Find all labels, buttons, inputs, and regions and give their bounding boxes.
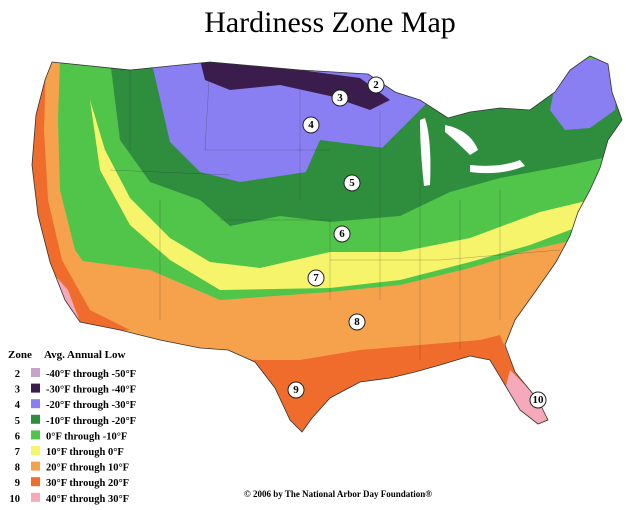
legend-swatch — [31, 446, 40, 455]
legend-range: 20°F through 10°F — [46, 463, 129, 474]
legend-swatch — [31, 383, 40, 393]
zone-marker-label: 9 — [293, 384, 299, 396]
legend: Zone Avg. Annual Low 2 -40°F through -50°… — [8, 349, 136, 505]
zone-marker-label: 10 — [533, 394, 545, 406]
legend-zone: 4 — [15, 400, 21, 411]
zone-marker — [367, 76, 385, 94]
zone-marker — [331, 89, 349, 107]
legend-zone: 8 — [15, 463, 20, 474]
zone-marker — [302, 116, 320, 134]
legend-header-range: Avg. Annual Low — [44, 349, 125, 361]
legend-range: 30°F through 20°F — [46, 478, 129, 489]
legend-range: -20°F through -30°F — [46, 400, 136, 411]
legend-swatch — [31, 430, 40, 440]
zone-marker — [529, 391, 547, 409]
zone-marker — [333, 225, 351, 243]
zone-area — [550, 60, 620, 130]
legend-swatch — [31, 399, 40, 409]
legend-zone: 7 — [15, 447, 20, 458]
legend-range: 0°F through -10°F — [46, 431, 127, 442]
zone-marker-label: 7 — [313, 272, 319, 284]
legend-range: 10°F through 0°F — [46, 447, 124, 458]
legend-zone: 9 — [15, 478, 20, 489]
great-lakes — [420, 118, 525, 186]
title: Hardiness Zone Map — [204, 6, 456, 39]
legend-swatch — [31, 461, 40, 471]
legend-zone: 3 — [15, 385, 20, 396]
legend-swatch — [31, 368, 40, 377]
legend-zone: 2 — [15, 369, 20, 380]
legend-zone: 5 — [15, 416, 20, 427]
copyright: © 2006 by The National Arbor Day Foundat… — [244, 489, 432, 499]
legend-range: -40°F through -50°F — [46, 369, 136, 380]
zone-marker-label: 6 — [339, 228, 345, 240]
legend-zone: 10 — [10, 494, 21, 505]
zone-area — [90, 100, 590, 290]
legend-range: 40°F through 30°F — [46, 494, 129, 505]
legend-range: -30°F through -40°F — [46, 385, 136, 396]
zone-marker — [307, 269, 325, 287]
zone-marker-label: 3 — [337, 92, 343, 104]
state-lines — [109, 61, 561, 360]
zone-marker — [348, 313, 366, 331]
zone-area — [300, 140, 410, 200]
zone-marker-label: 2 — [373, 79, 379, 91]
legend-range: -10°F through -20°F — [46, 416, 136, 427]
zone-marker — [343, 174, 361, 192]
zone-marker — [287, 381, 305, 399]
zone-marker-label: 5 — [349, 177, 355, 189]
legend-swatch — [31, 414, 40, 424]
zone-marker-label: 8 — [354, 316, 360, 328]
legend-swatch — [31, 492, 40, 502]
zone-marker-label: 4 — [308, 119, 314, 131]
zone-labels: 2 3 4 5 6 7 8 9 10 — [287, 76, 547, 409]
legend-zone: 6 — [15, 431, 20, 442]
legend-header-zone: Zone — [8, 349, 32, 361]
legend-swatch — [31, 477, 40, 487]
zone-area — [505, 370, 550, 430]
